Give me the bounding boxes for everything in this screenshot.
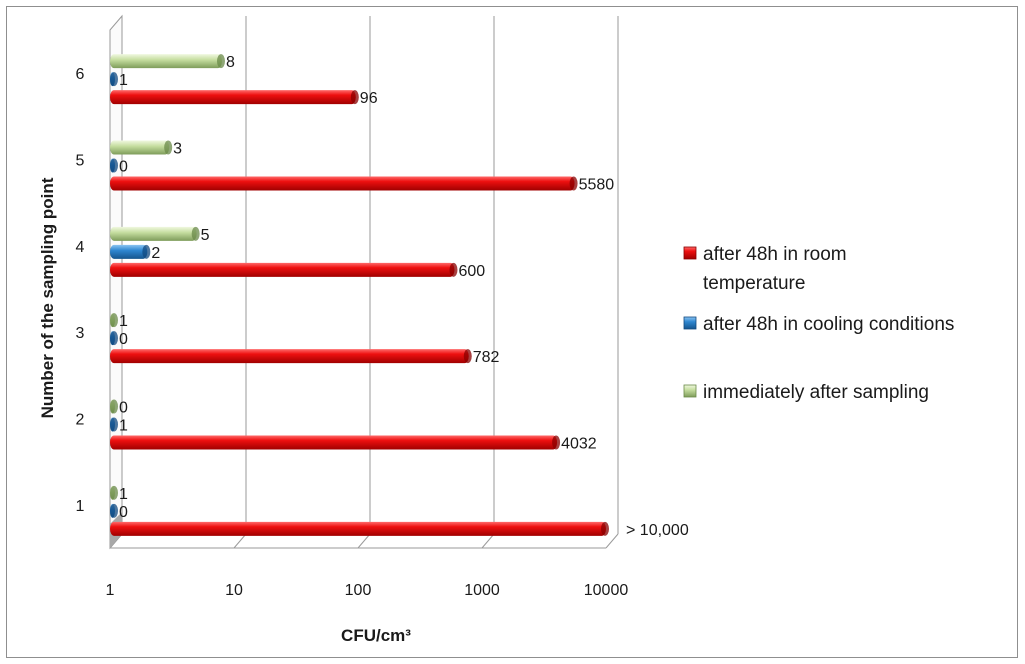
- data-label: > 10,000: [626, 522, 689, 539]
- bar: [110, 262, 458, 277]
- floor-line: [233, 533, 247, 549]
- data-label: 0: [119, 504, 128, 521]
- bar: [110, 176, 578, 191]
- legend-swatch: [683, 246, 697, 260]
- legend-label: after 48h in cooling conditions: [703, 314, 954, 335]
- floor-line: [357, 533, 371, 549]
- bars: [110, 54, 609, 536]
- legend-label: after 48h in room temperature: [703, 244, 847, 294]
- data-label: 1: [119, 313, 128, 330]
- data-label: 5580: [579, 177, 615, 194]
- bar: [110, 72, 118, 87]
- bar: [110, 90, 359, 105]
- y-tick-label: 2: [76, 412, 85, 429]
- x-tick-label: 1000: [464, 582, 500, 599]
- x-tick-label: 100: [345, 582, 372, 599]
- legend: after 48h in room temperature after 48h in…: [683, 244, 954, 403]
- bar: [110, 313, 118, 328]
- y-axis-title: Number of the sampling point: [38, 177, 57, 418]
- bar: [110, 399, 118, 414]
- data-label: 2: [151, 245, 160, 262]
- data-label: 600: [458, 263, 485, 280]
- y-tick-label: 3: [76, 325, 85, 342]
- data-label: 0: [119, 159, 128, 176]
- legend-swatch: [683, 316, 697, 330]
- y-tick-label: 6: [76, 66, 85, 83]
- bar: [110, 158, 118, 173]
- data-label: 0: [119, 400, 128, 417]
- bar: [110, 140, 173, 155]
- data-label: 96: [360, 90, 378, 107]
- bar: [110, 226, 200, 241]
- data-label: 0: [119, 331, 128, 348]
- y-tick-label: 5: [76, 153, 85, 170]
- data-label: 782: [473, 349, 500, 366]
- bar: [110, 54, 225, 69]
- y-tick-label: 4: [76, 239, 85, 256]
- legend-label: immediately after sampling: [703, 382, 929, 403]
- bar: [110, 435, 561, 450]
- x-tick-label: 1: [106, 582, 115, 599]
- bar: [110, 349, 472, 364]
- data-label: 1: [119, 418, 128, 435]
- bar: [110, 417, 118, 432]
- bar: [110, 331, 118, 346]
- bar: [110, 244, 151, 259]
- floor-line: [481, 533, 495, 549]
- data-label: 1: [119, 486, 128, 503]
- bar: [110, 485, 118, 500]
- floor-line: [605, 533, 619, 549]
- data-label: 5: [201, 227, 210, 244]
- x-axis-title: CFU/cm³: [341, 626, 411, 645]
- legend-swatch: [683, 384, 697, 398]
- data-label: 4032: [561, 436, 597, 453]
- y-tick-label: 1: [76, 498, 85, 515]
- data-label: 1: [119, 72, 128, 89]
- bar: [110, 521, 609, 536]
- data-label: 8: [226, 54, 235, 71]
- data-label: 3: [173, 141, 182, 158]
- chart-frame: [6, 6, 1018, 658]
- x-tick-label: 10: [225, 582, 243, 599]
- x-tick-label: 10000: [584, 582, 629, 599]
- bar: [110, 503, 118, 518]
